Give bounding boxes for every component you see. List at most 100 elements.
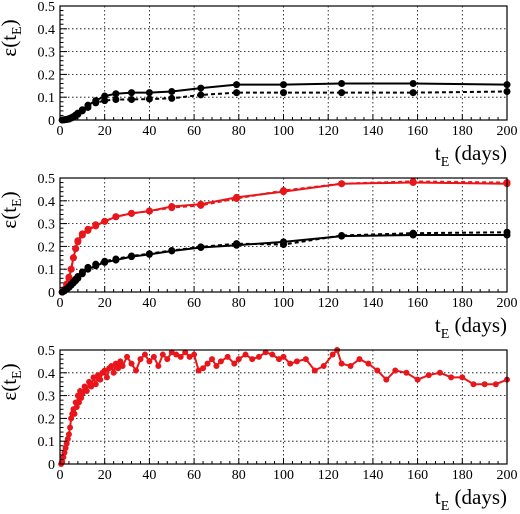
series-line — [61, 181, 508, 293]
data-point — [383, 376, 390, 383]
x-tick-label: 180 — [452, 296, 473, 311]
data-point — [448, 374, 455, 381]
data-point — [128, 252, 136, 260]
data-point — [204, 360, 211, 367]
x-axis-label: tE (days) — [435, 141, 507, 170]
data-point — [186, 353, 193, 360]
data-point — [108, 362, 115, 369]
data-point — [365, 360, 372, 367]
data-point — [231, 360, 238, 367]
data-point — [249, 356, 256, 363]
data-point — [124, 353, 131, 360]
data-point — [86, 378, 93, 385]
data-point — [95, 372, 101, 379]
x-tick-label: 120 — [318, 124, 339, 139]
data-point — [338, 80, 346, 88]
data-point — [262, 349, 269, 356]
series-1 — [58, 347, 510, 467]
data-point — [409, 229, 417, 237]
x-tick-label: 160 — [407, 468, 428, 483]
y-tick-label: 0.4 — [38, 367, 56, 382]
data-point — [78, 230, 86, 238]
data-point — [235, 356, 242, 363]
y-tick-label: 0.4 — [38, 195, 56, 210]
data-point — [101, 367, 108, 374]
x-tick-label: 60 — [187, 124, 201, 139]
data-point — [81, 383, 88, 390]
data-point — [155, 362, 162, 369]
x-tick-label: 60 — [187, 468, 201, 483]
data-point — [65, 273, 73, 281]
data-point — [60, 454, 67, 461]
data-point — [224, 353, 231, 360]
data-point — [132, 367, 139, 374]
data-point — [67, 265, 75, 273]
ticks — [59, 349, 508, 465]
y-tick-label: 0.1 — [38, 263, 56, 278]
data-point — [414, 376, 421, 383]
x-tick-label: 140 — [362, 124, 383, 139]
series-1 — [58, 179, 511, 296]
data-point — [128, 95, 136, 103]
chart-panel-3: 0 20 40 60 80 100 120 140 160 180 200 0 0.1 0.2 0.3 0.4… — [0, 344, 518, 514]
y-tick-label: 0.2 — [38, 68, 56, 83]
data-point — [76, 399, 82, 406]
y-tick-label: 0.2 — [38, 412, 56, 427]
x-tick-label: 20 — [98, 296, 112, 311]
data-point — [168, 88, 176, 95]
data-point — [61, 449, 68, 456]
y-tick-label: 0.3 — [38, 390, 56, 405]
data-point — [74, 273, 82, 280]
data-point — [173, 351, 180, 358]
data-point — [78, 268, 86, 276]
data-point — [97, 376, 104, 383]
data-point — [101, 217, 109, 225]
data-point — [492, 381, 499, 388]
x-tick-label: 180 — [452, 124, 473, 139]
data-point — [409, 80, 417, 88]
data-point — [62, 445, 69, 452]
series-line — [61, 180, 508, 293]
chart-panel-1: 0 20 40 60 80 100 120 140 160 180 200 0 0.1 0.2 0.3 0.4… — [0, 0, 518, 170]
x-tick-label: 200 — [497, 468, 518, 483]
data-point — [269, 351, 276, 358]
data-point — [392, 367, 399, 374]
data-point — [84, 103, 92, 111]
data-point — [92, 221, 100, 229]
data-point — [110, 369, 117, 376]
data-point — [409, 89, 417, 97]
x-tick-label: 100 — [273, 124, 294, 139]
data-point — [112, 360, 119, 367]
data-point — [128, 360, 135, 367]
data-point — [338, 231, 346, 239]
data-point — [347, 362, 354, 369]
data-point — [112, 90, 120, 98]
data-point — [64, 435, 71, 442]
data-point — [168, 247, 176, 254]
data-point — [356, 356, 363, 363]
data-point — [287, 360, 294, 367]
series-line — [60, 349, 508, 465]
y-axis-label: ε(tE) — [0, 191, 25, 228]
data-point — [92, 260, 100, 268]
data-point — [150, 353, 157, 360]
y-tick-label: 0.3 — [38, 46, 56, 61]
series-2 — [58, 177, 511, 296]
data-point — [112, 95, 120, 103]
ticks — [59, 177, 508, 293]
y-tick-label: 0.5 — [38, 0, 56, 15]
data-point — [177, 353, 184, 360]
data-point — [65, 431, 72, 438]
data-point — [74, 237, 82, 245]
grid — [60, 350, 507, 464]
data-point — [112, 255, 120, 263]
y-tick-label: 0.4 — [38, 23, 56, 38]
data-point — [103, 374, 110, 381]
data-point — [213, 362, 220, 369]
data-point — [436, 369, 443, 376]
data-point — [90, 374, 97, 381]
y-tick-label: 0 — [48, 114, 55, 129]
data-point — [374, 367, 381, 374]
data-point — [197, 201, 205, 209]
data-point — [182, 349, 189, 356]
